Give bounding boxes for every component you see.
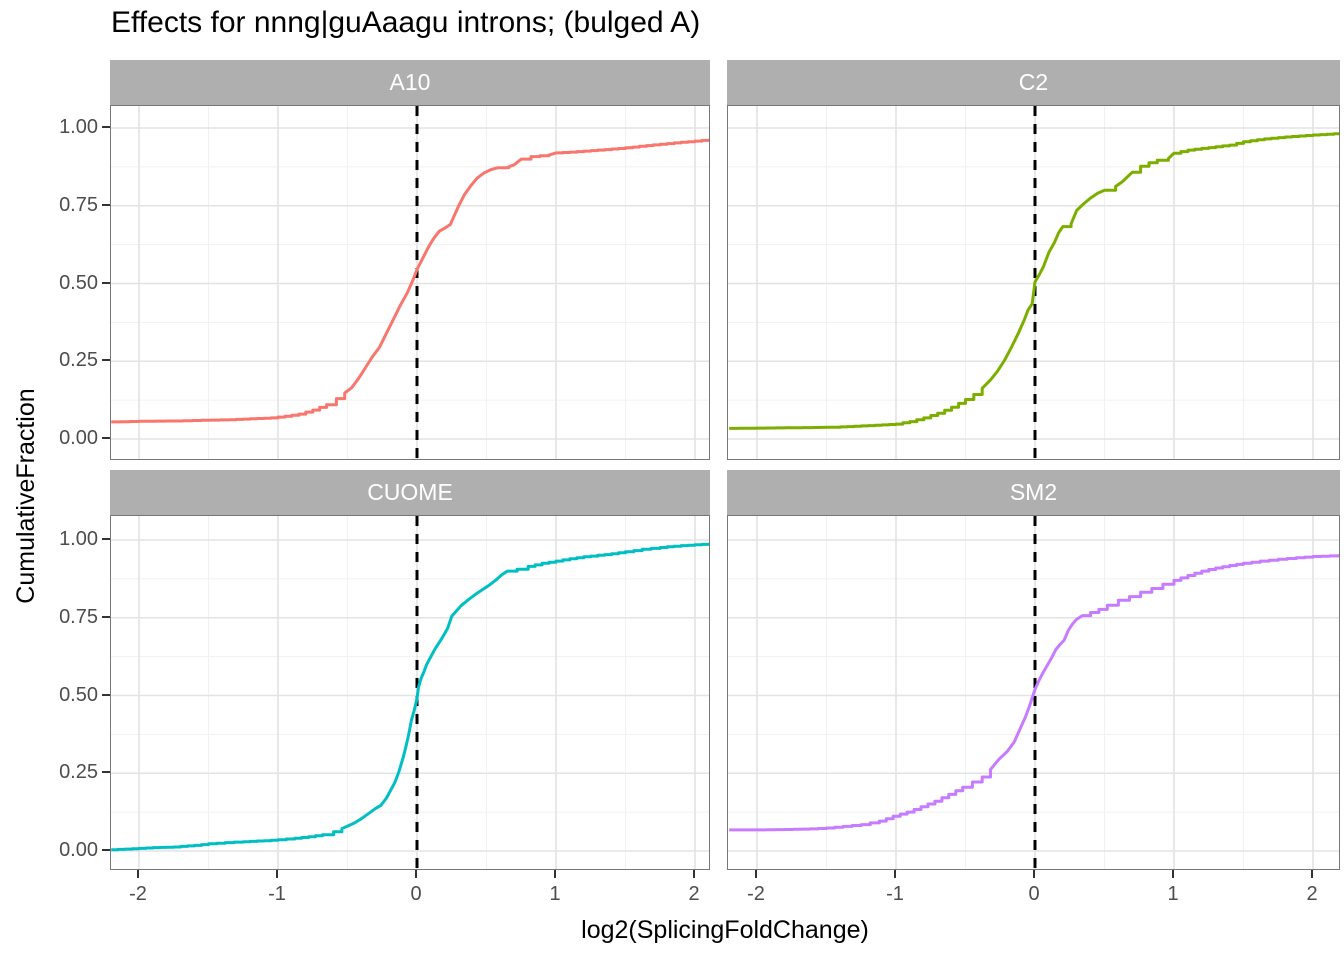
x-tick-mark bbox=[1311, 870, 1313, 878]
y-tick-label: 1.00 bbox=[59, 528, 98, 550]
y-tick-label: 0.75 bbox=[59, 605, 98, 628]
y-tick-label: 0.50 bbox=[59, 271, 98, 294]
x-tick-label: 1 bbox=[549, 883, 561, 905]
y-tick-label: 0.25 bbox=[59, 761, 98, 784]
facet-strip-label: CUOME bbox=[367, 479, 453, 505]
x-tick-mark bbox=[755, 870, 757, 878]
x-axis-title: log2(SplicingFoldChange) bbox=[581, 916, 869, 944]
facet-strip-sm2: SM2 bbox=[727, 470, 1340, 515]
x-tick-mark bbox=[693, 870, 695, 878]
ecdf-plot-c2 bbox=[728, 106, 1339, 459]
y-tick-mark bbox=[102, 693, 110, 696]
x-tick-label: -1 bbox=[886, 883, 904, 905]
y-tick-label: 0.25 bbox=[59, 349, 98, 372]
x-tick-label: -2 bbox=[747, 883, 765, 905]
facet-strip-c2: C2 bbox=[727, 60, 1340, 105]
ecdf-plot-sm2 bbox=[728, 516, 1339, 869]
facet-panel-c2 bbox=[727, 105, 1340, 460]
y-tick-mark bbox=[102, 771, 110, 774]
facet-strip-a10: A10 bbox=[110, 60, 710, 105]
y-tick-mark bbox=[102, 203, 110, 206]
y-tick-mark bbox=[102, 538, 110, 540]
x-tick-mark bbox=[1172, 870, 1174, 878]
x-tick-label: 2 bbox=[688, 883, 700, 905]
facet-strip-label: SM2 bbox=[1009, 479, 1058, 505]
x-tick-mark bbox=[137, 870, 139, 878]
ecdf-curve-sm2 bbox=[729, 554, 1339, 832]
ecdf-plot-a10 bbox=[111, 106, 709, 459]
x-tick-label: 0 bbox=[1028, 883, 1040, 905]
ecdf-curve-cuome bbox=[111, 542, 709, 852]
x-tick-mark bbox=[415, 870, 417, 878]
y-tick-mark bbox=[102, 615, 110, 618]
facet-strip-cuome: CUOME bbox=[110, 470, 710, 515]
chart-title: Effects for nnng|guAaagu introns; (bulge… bbox=[111, 6, 701, 39]
facet-strip-label: A10 bbox=[389, 69, 431, 95]
y-tick-label: 0.75 bbox=[59, 193, 98, 216]
facet-panel-sm2 bbox=[727, 515, 1340, 870]
y-tick-mark bbox=[102, 437, 110, 439]
y-tick-label: 0.00 bbox=[59, 427, 98, 449]
y-tick-label: 0.50 bbox=[59, 683, 98, 706]
x-tick-mark bbox=[276, 870, 278, 878]
x-tick-mark bbox=[1033, 870, 1035, 878]
ecdf-plot-cuome bbox=[111, 516, 709, 869]
x-tick-label: 2 bbox=[1306, 883, 1318, 905]
x-tick-label: -1 bbox=[268, 883, 286, 905]
y-tick-mark bbox=[102, 126, 110, 128]
y-tick-mark bbox=[102, 359, 110, 362]
x-tick-label: 1 bbox=[1167, 883, 1179, 905]
x-tick-label: 0 bbox=[410, 883, 422, 905]
ecdf-curve-a10 bbox=[111, 138, 709, 424]
y-tick-mark bbox=[102, 849, 110, 851]
facet-panel-a10 bbox=[110, 105, 710, 460]
y-tick-label: 0.00 bbox=[59, 839, 98, 861]
facet-panel-cuome bbox=[110, 515, 710, 870]
y-tick-label: 1.00 bbox=[59, 116, 98, 138]
x-tick-label: -2 bbox=[129, 883, 147, 905]
x-tick-mark bbox=[894, 870, 896, 878]
x-tick-mark bbox=[554, 870, 556, 878]
facet-strip-label: C2 bbox=[1018, 69, 1049, 95]
ecdf-curve-c2 bbox=[729, 132, 1339, 430]
y-tick-mark bbox=[102, 281, 110, 284]
